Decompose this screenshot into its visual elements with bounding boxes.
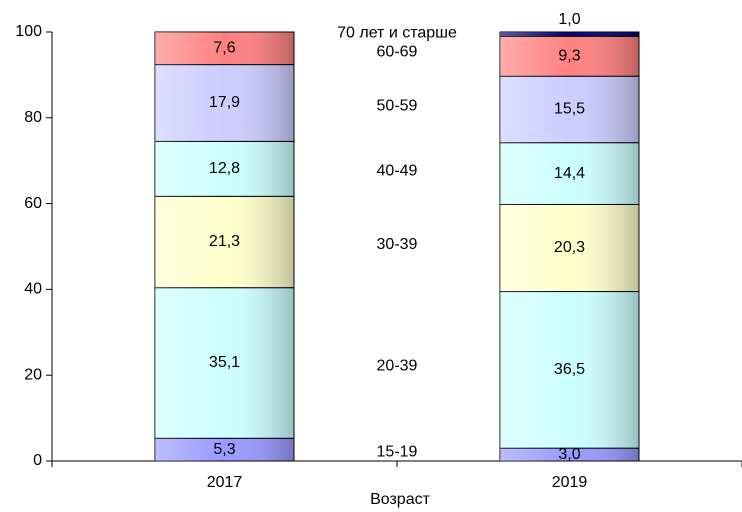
bar-shade: [500, 204, 639, 292]
bar-shade: [500, 291, 639, 449]
series-label: 40-49: [377, 162, 418, 179]
bar-shade: [500, 448, 639, 461]
value-label: 36,5: [554, 361, 585, 378]
bar-shade: [155, 141, 294, 197]
bar-shade: [155, 287, 294, 439]
series-label: 30-39: [377, 236, 418, 253]
value-label: 7,6: [213, 40, 235, 57]
bar-shade: [155, 438, 294, 461]
value-label: 12,8: [209, 160, 240, 177]
bar-shade: [500, 76, 639, 143]
y-tick-label: 100: [15, 23, 42, 40]
x-axis-label: Возраст: [370, 491, 431, 508]
series-label: 15-19: [377, 443, 418, 460]
series-label: 20-39: [377, 358, 418, 375]
series-label: 50-59: [377, 97, 418, 114]
series-label: 70 лет и старше: [337, 24, 457, 41]
value-label: 9,3: [558, 47, 580, 64]
y-tick-label: 40: [24, 281, 42, 298]
series-label: 60-69: [377, 43, 418, 60]
bar-shade: [155, 64, 294, 142]
y-tick-label: 0: [33, 452, 42, 469]
value-label: 35,1: [209, 354, 240, 371]
bar-shade: [155, 32, 294, 65]
value-label: 1,0: [558, 11, 580, 28]
y-tick-label: 20: [24, 366, 42, 383]
x-tick-label: 2019: [552, 474, 588, 491]
value-label: 15,5: [554, 101, 585, 118]
y-tick-label: 80: [24, 109, 42, 126]
value-label: 17,9: [209, 94, 240, 111]
bar-shade: [500, 32, 639, 37]
y-tick-label: 60: [24, 195, 42, 212]
bar-shade: [500, 142, 639, 205]
value-label: 20,3: [554, 239, 585, 256]
x-tick-label: 2017: [207, 474, 243, 491]
value-label: 5,3: [213, 441, 235, 458]
value-label: 3,0: [558, 446, 580, 463]
bar-shade: [500, 36, 639, 77]
bar-shade: [155, 196, 294, 288]
value-label: 21,3: [209, 233, 240, 250]
value-label: 14,4: [554, 165, 585, 182]
